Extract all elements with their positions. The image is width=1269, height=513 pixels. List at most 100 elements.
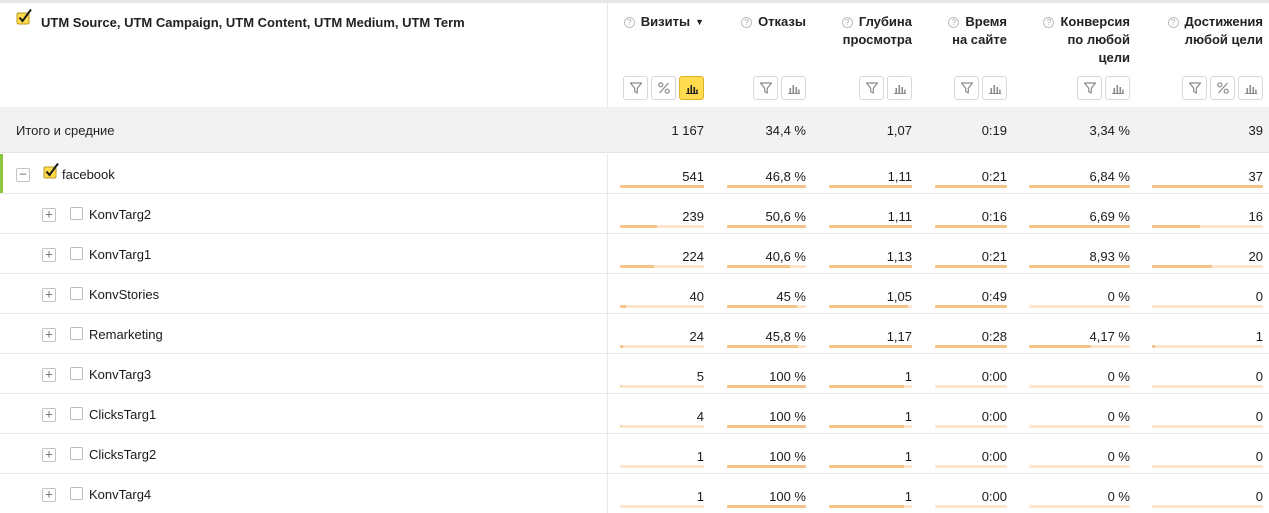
help-icon[interactable]: ?: [623, 17, 635, 28]
chart-bars-button[interactable]: [887, 76, 912, 100]
row-label[interactable]: KonvTarg1: [89, 247, 152, 262]
value-bar-fill: [620, 385, 621, 388]
metric-title-depth[interactable]: ? Глубина просмотра: [841, 13, 912, 49]
metric-buttons: [1077, 76, 1130, 100]
chart-bars-button[interactable]: [982, 76, 1007, 100]
metric-title-conversion[interactable]: ? Конверсия по любой цели: [1043, 13, 1130, 67]
metric-buttons: [1182, 76, 1263, 100]
filter-button[interactable]: [623, 76, 648, 100]
cell-time: 0:21: [935, 234, 1007, 273]
row-checkbox[interactable]: [70, 407, 83, 420]
help-icon[interactable]: ?: [948, 17, 960, 28]
row-checkbox[interactable]: [70, 207, 83, 220]
expand-icon[interactable]: +: [42, 488, 56, 502]
metric-title-time[interactable]: ? Время на сайте: [948, 13, 1007, 49]
row-checkbox[interactable]: [70, 487, 83, 500]
value-bar-track: [935, 225, 1007, 228]
table-row[interactable]: + ClicksTarg2 1 100 % 1 0:00 0 % 0: [0, 434, 1269, 474]
table-row[interactable]: + KonvTarg4 1 100 % 1 0:00 0 % 0: [0, 474, 1269, 513]
metric-title-line: Глубина: [858, 14, 912, 29]
cell-time: 0:00: [935, 354, 1007, 393]
row-label[interactable]: KonvTarg4: [89, 487, 152, 502]
metric-header-depth: ? Глубина просмотра: [829, 3, 912, 107]
table-row[interactable]: + KonvStories 40 45 % 1,05 0:49 0 % 0: [0, 274, 1269, 314]
metric-title-line: Достижения: [1184, 14, 1263, 29]
row-checkbox[interactable]: [43, 162, 59, 180]
value-bar-track: [935, 345, 1007, 348]
cell-value: 239: [682, 209, 704, 224]
cell-value: 46,8 %: [765, 169, 806, 184]
row-label[interactable]: ClicksTarg1: [89, 407, 157, 422]
metric-header-time: ? Время на сайте: [935, 3, 1007, 107]
metric-title-visits[interactable]: ? Визиты ▼: [623, 13, 704, 31]
chart-bars-button[interactable]: [781, 76, 806, 100]
filter-button[interactable]: [1077, 76, 1102, 100]
expand-icon[interactable]: +: [42, 408, 56, 422]
chart-bars-button[interactable]: [679, 76, 704, 100]
cell-depth: 1,11: [829, 194, 912, 233]
filter-button[interactable]: [753, 76, 778, 100]
row-label[interactable]: ClicksTarg2: [89, 447, 157, 462]
expand-icon[interactable]: +: [42, 448, 56, 462]
sort-desc-icon[interactable]: ▼: [695, 17, 704, 27]
row-label[interactable]: facebook: [62, 167, 115, 182]
group-row[interactable]: − facebook 541 46,8 % 1,11 0:21 6,84 % 37: [0, 154, 1269, 194]
metric-title-line: по любой: [1067, 32, 1130, 47]
cell-value: 50,6 %: [765, 209, 806, 224]
expand-icon[interactable]: +: [42, 208, 56, 222]
cell-goals: 0: [1152, 354, 1263, 393]
expand-icon[interactable]: +: [42, 248, 56, 262]
value-bar-fill: [935, 345, 1007, 348]
row-label[interactable]: KonvTarg3: [89, 367, 152, 382]
table-row[interactable]: + Remarketing 24 45,8 % 1,17 0:28 4,17 % 1: [0, 314, 1269, 354]
percent-button[interactable]: [651, 76, 676, 100]
chart-bars-button[interactable]: [1105, 76, 1130, 100]
metric-buttons: [859, 76, 912, 100]
value-bar-track: [727, 345, 806, 348]
row-checkbox[interactable]: [70, 287, 83, 300]
row-label[interactable]: KonvStories: [89, 287, 160, 302]
metric-title-goals[interactable]: ? Достижения любой цели: [1167, 13, 1263, 49]
row-checkbox[interactable]: [70, 447, 83, 460]
dimension-title[interactable]: UTM Source, UTM Campaign, UTM Content, U…: [41, 15, 465, 30]
value-bar-track: [935, 265, 1007, 268]
cell-value: 1,11: [887, 209, 912, 224]
table-row[interactable]: + KonvTarg1 224 40,6 % 1,13 0:21 8,93 % 20: [0, 234, 1269, 274]
filter-button[interactable]: [954, 76, 979, 100]
help-icon[interactable]: ?: [1167, 17, 1179, 28]
expand-icon[interactable]: +: [42, 288, 56, 302]
row-name-cell: + KonvStories: [0, 274, 608, 313]
cell-value: 0:00: [981, 369, 1007, 384]
metric-header-conversion: ? Конверсия по любой цели: [1029, 3, 1130, 107]
row-checkbox[interactable]: [70, 247, 83, 260]
row-label[interactable]: KonvTarg2: [89, 207, 152, 222]
filter-button[interactable]: [1182, 76, 1207, 100]
row-label[interactable]: Remarketing: [89, 327, 163, 342]
value-bar-track: [1029, 305, 1130, 308]
header-checkbox[interactable]: [16, 8, 32, 26]
cell-value: 0:19: [981, 123, 1007, 138]
value-bar-track: [1152, 425, 1263, 428]
table-row[interactable]: + KonvTarg3 5 100 % 1 0:00 0 % 0: [0, 354, 1269, 394]
expand-icon[interactable]: +: [42, 368, 56, 382]
cell-value: 1: [904, 449, 912, 464]
row-checkbox[interactable]: [70, 367, 83, 380]
cell-value: 0:49: [981, 289, 1007, 304]
table-row[interactable]: + KonvTarg2 239 50,6 % 1,11 0:16 6,69 % 16: [0, 194, 1269, 234]
filter-button[interactable]: [859, 76, 884, 100]
help-icon[interactable]: ?: [841, 17, 853, 28]
help-icon[interactable]: ?: [741, 17, 753, 28]
cell-value: 1 167: [671, 123, 704, 138]
metric-title-bounce[interactable]: ? Отказы: [741, 13, 806, 31]
percent-button[interactable]: [1210, 76, 1235, 100]
collapse-icon[interactable]: −: [16, 168, 30, 182]
table-row[interactable]: + ClicksTarg1 4 100 % 1 0:00 0 % 0: [0, 394, 1269, 434]
row-checkbox[interactable]: [70, 327, 83, 340]
expand-icon[interactable]: +: [42, 328, 56, 342]
value-bar-fill: [1152, 265, 1212, 268]
value-bar-fill: [727, 465, 806, 468]
chart-bars-button[interactable]: [1238, 76, 1263, 100]
row-name-cell: + KonvTarg1: [0, 234, 608, 273]
help-icon[interactable]: ?: [1043, 17, 1055, 28]
metric-buttons: [753, 76, 806, 100]
